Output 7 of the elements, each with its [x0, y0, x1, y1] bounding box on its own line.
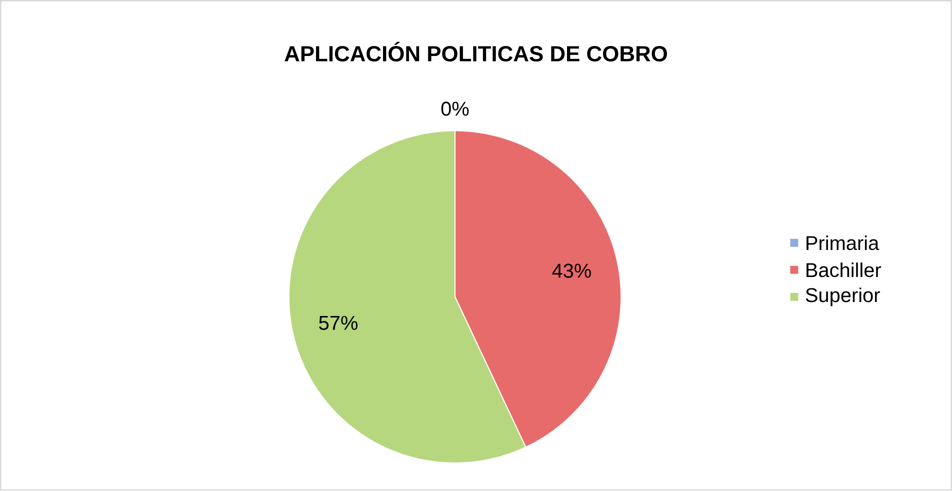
text: 0% [441, 102, 469, 116]
data-label: 43% [552, 264, 591, 278]
legend-label: Primaria [806, 236, 880, 250]
legend-label: Bachiller [806, 262, 882, 278]
chart-title: APLICACIÓN POLITICAS DE COBRO [284, 42, 667, 62]
data-label: 57% [319, 316, 358, 330]
legend-label: Superior [806, 288, 880, 306]
